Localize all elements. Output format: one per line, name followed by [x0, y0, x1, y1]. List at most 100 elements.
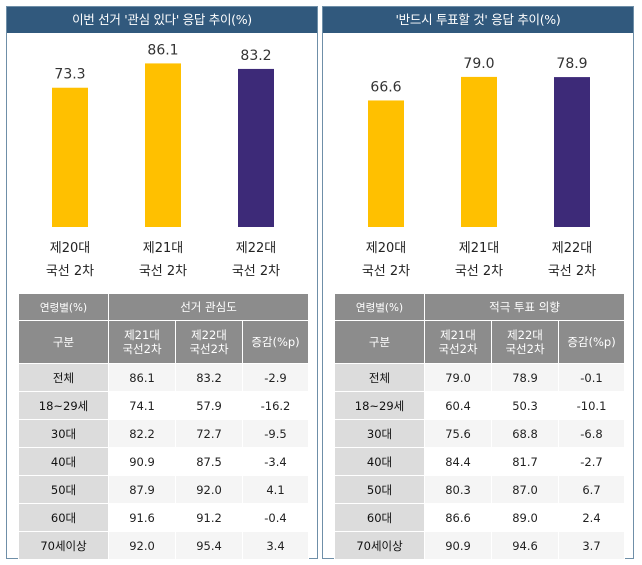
column-header-change: 증감(%p)	[242, 320, 309, 364]
table-group-label: 선거 관심도	[108, 293, 309, 321]
category-label: 국선 2차	[232, 264, 280, 279]
bar-1	[52, 87, 88, 227]
table-cell: 90.9	[424, 531, 492, 560]
bar-2	[145, 63, 181, 227]
table-group-label: 적극 투표 의향	[423, 293, 626, 321]
table-cell: 91.2	[175, 503, 243, 532]
table-cell: 91.6	[108, 503, 176, 532]
category-label: 국선 2차	[548, 264, 596, 279]
table-cell: 50.3	[491, 391, 559, 420]
table-cell: -2.9	[242, 363, 309, 392]
row-label: 18~29세	[334, 391, 425, 420]
vote-panel: '반드시 투표할 것' 응답 추이(%) 66.6 제20대 국선 2차 79.0 제2…	[322, 6, 634, 560]
table-cell: 4.1	[242, 475, 309, 504]
table-cell: 94.6	[491, 531, 559, 560]
category-label: 제20대	[50, 241, 90, 256]
table-cell: -0.1	[557, 363, 626, 392]
table-cell: 60.4	[424, 391, 492, 420]
table-row: 70세이상 90.9 94.6 3.7	[334, 531, 626, 560]
interest-chart-title: 이번 선거 '관심 있다' 응답 추이(%)	[7, 7, 317, 33]
table-cell: 79.0	[424, 363, 492, 392]
category-label: 제21대	[459, 241, 499, 256]
table-corner-label: 연령별(%)	[18, 293, 109, 321]
table-cell: -0.4	[242, 503, 309, 532]
table-row: 30대 82.2 72.7 -9.5	[18, 419, 309, 448]
table-cell: 86.1	[108, 363, 176, 392]
table-cell: 90.9	[108, 447, 176, 476]
column-header-22: 제22대 국선2차	[175, 320, 243, 364]
table-row: 40대 84.4 81.7 -2.7	[334, 447, 626, 476]
row-label: 60대	[334, 503, 425, 532]
table-row-header: 구분	[18, 320, 109, 364]
vote-chart-title: '반드시 투표할 것' 응답 추이(%)	[323, 7, 633, 33]
bar-value-label: 83.2	[240, 48, 271, 64]
table-cell: -6.8	[557, 419, 626, 448]
table-cell: 3.7	[557, 531, 626, 560]
table-cell: 68.8	[491, 419, 559, 448]
row-label: 70세이상	[334, 531, 425, 560]
category-label: 국선 2차	[362, 264, 410, 279]
table-cell: -16.2	[242, 391, 309, 420]
row-label: 60대	[18, 503, 109, 532]
table-cell: 95.4	[175, 531, 243, 560]
category-label: 국선 2차	[46, 264, 94, 279]
category-label: 국선 2차	[139, 264, 187, 279]
category-label: 제22대	[552, 241, 592, 256]
table-cell: -9.5	[242, 419, 309, 448]
category-label: 제22대	[236, 241, 276, 256]
column-header-change: 증감(%p)	[557, 320, 626, 364]
table-row: 40대 90.9 87.5 -3.4	[18, 447, 309, 476]
table-cell: 92.0	[175, 475, 243, 504]
table-row: 18~29세 74.1 57.9 -16.2	[18, 391, 309, 420]
table-cell: 84.4	[424, 447, 492, 476]
bar-value-label: 78.9	[556, 56, 587, 72]
bar-value-label: 79.0	[463, 56, 494, 72]
table-cell: 74.1	[108, 391, 176, 420]
table-row: 60대 91.6 91.2 -0.4	[18, 503, 309, 532]
table-row-header: 구분	[334, 320, 425, 364]
category-label: 제20대	[366, 241, 406, 256]
table-cell: 3.4	[242, 531, 309, 560]
row-label: 40대	[334, 447, 425, 476]
table-cell: 81.7	[491, 447, 559, 476]
table-cell: 80.3	[424, 475, 492, 504]
bar-3	[554, 77, 590, 227]
table-cell: 72.7	[175, 419, 243, 448]
table-cell: 87.5	[175, 447, 243, 476]
table-cell: 75.6	[424, 419, 492, 448]
table-row: 전체 86.1 83.2 -2.9	[18, 363, 309, 392]
row-label: 50대	[334, 475, 425, 504]
row-label: 전체	[18, 363, 109, 392]
table-row: 30대 75.6 68.8 -6.8	[334, 419, 626, 448]
table-cell: 86.6	[424, 503, 492, 532]
table-cell: 57.9	[175, 391, 243, 420]
row-label: 30대	[334, 419, 425, 448]
bar-2	[461, 76, 497, 228]
category-label: 국선 2차	[455, 264, 503, 279]
table-row: 50대 87.9 92.0 4.1	[18, 475, 309, 504]
table-cell: -10.1	[557, 391, 626, 420]
bar-value-label: 66.6	[370, 79, 401, 95]
interest-age-table: 연령별(%) 선거 관심도 구분 제21대 국선2차 제22대 국선2차 증감(%p…	[18, 293, 309, 560]
bar-1	[368, 100, 404, 227]
table-cell: -2.7	[557, 447, 626, 476]
table-cell: 89.0	[491, 503, 559, 532]
table-cell: -3.4	[242, 447, 309, 476]
column-header-21: 제21대 국선2차	[108, 320, 176, 364]
column-header-22: 제22대 국선2차	[491, 320, 559, 364]
table-cell: 83.2	[175, 363, 243, 392]
table-cell: 87.9	[108, 475, 176, 504]
row-label: 40대	[18, 447, 109, 476]
table-cell: 87.0	[491, 475, 559, 504]
table-corner-label: 연령별(%)	[334, 293, 425, 321]
row-label: 50대	[18, 475, 109, 504]
table-row: 60대 86.6 89.0 2.4	[334, 503, 626, 532]
table-row: 18~29세 60.4 50.3 -10.1	[334, 391, 626, 420]
column-header-21: 제21대 국선2차	[424, 320, 492, 364]
table-cell: 78.9	[491, 363, 559, 392]
vote-age-table: 연령별(%) 적극 투표 의향 구분 제21대 국선2차 제22대 국선2차 증감(…	[334, 293, 626, 560]
bar-3	[238, 68, 274, 227]
row-label: 전체	[334, 363, 425, 392]
